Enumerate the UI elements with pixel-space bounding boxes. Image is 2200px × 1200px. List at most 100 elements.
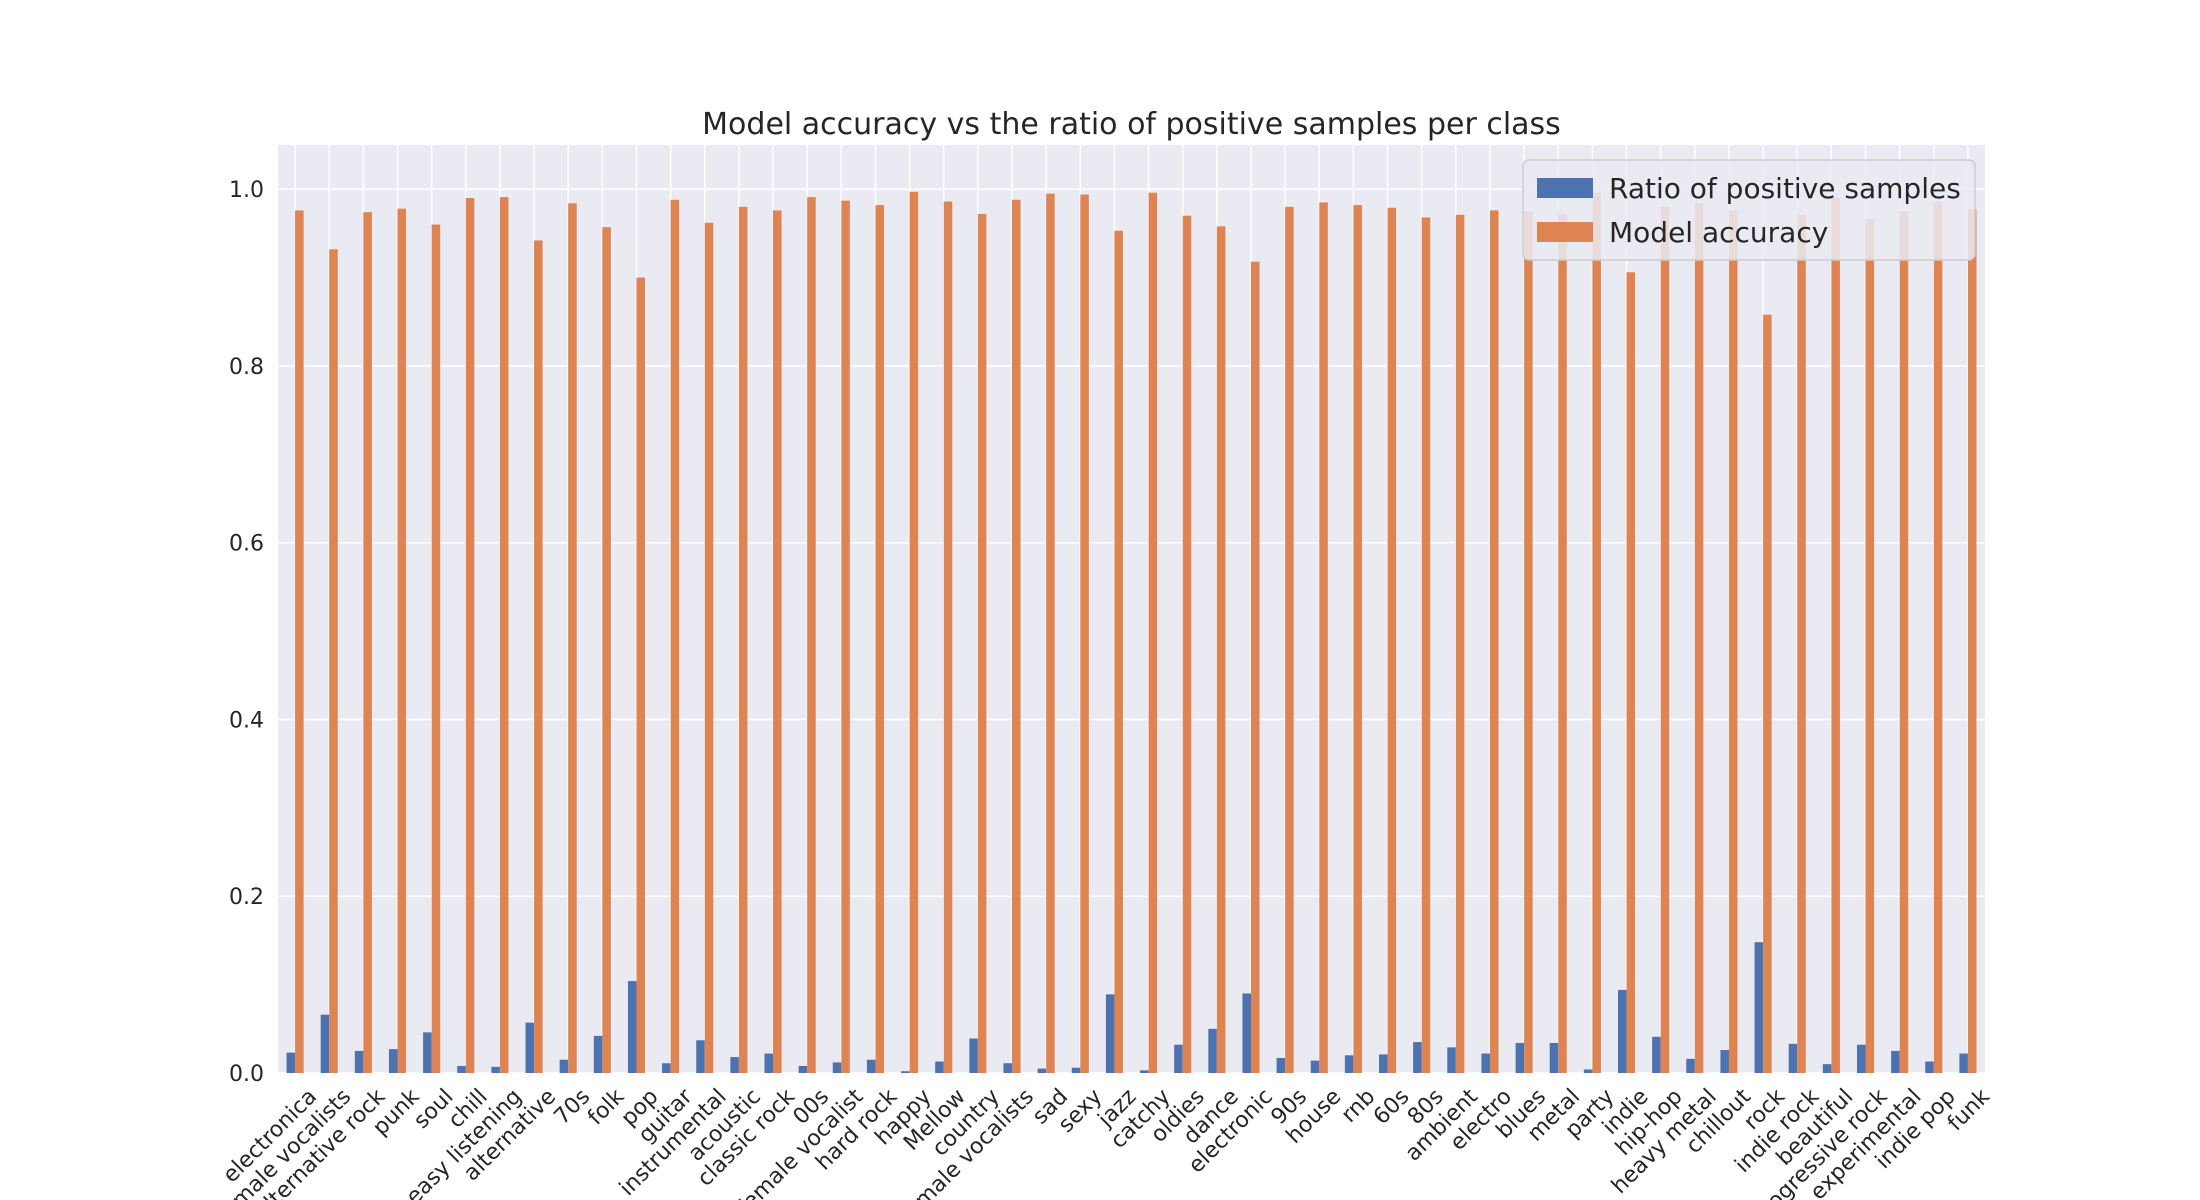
bar-ratio [901,1071,910,1073]
bar-ratio [1583,1069,1593,1073]
bar-ratio [1788,1043,1798,1073]
bar-ratio [1174,1044,1183,1073]
bar-ratio [1344,1055,1354,1073]
bar-accuracy [499,197,509,1073]
bar-accuracy [1967,209,1977,1074]
bar-accuracy [1558,213,1567,1074]
bar-accuracy [943,201,953,1073]
bar-accuracy [1216,226,1226,1073]
bar-ratio [1481,1053,1490,1073]
bar-ratio [1959,1053,1968,1073]
bar-accuracy [670,199,680,1073]
bar-accuracy [841,200,850,1073]
bar-accuracy [1455,214,1465,1074]
legend-label: Model accuracy [1609,216,1828,249]
bar-ratio [593,1035,603,1073]
bar-ratio [423,1032,432,1073]
bar-ratio [832,1062,842,1073]
bar-accuracy [1421,217,1431,1073]
bar-ratio [935,1061,944,1073]
bar-ratio [1822,1064,1832,1073]
bar-accuracy [773,210,782,1073]
bar-accuracy [1148,192,1158,1073]
y-axis: 0.0 0.2 0.4 0.6 0.8 1.0 [229,178,264,1087]
bar-ratio [1071,1067,1081,1073]
bar-accuracy [465,198,475,1073]
bar-accuracy [1728,210,1738,1073]
bar-accuracy [295,210,304,1073]
legend-box [1522,159,1976,261]
bar-accuracy [363,212,372,1073]
bar-ratio [1549,1042,1559,1073]
bar-ratio [866,1059,876,1073]
bar-ratio [1754,942,1764,1073]
bar-ratio [1925,1061,1934,1073]
bar-ratio [491,1066,500,1073]
bar-accuracy [1285,206,1294,1073]
bar-accuracy [1763,314,1772,1074]
bar-ratio [662,1063,671,1073]
bar-ratio [1140,1070,1149,1073]
bar-ratio [1891,1050,1900,1073]
bar-ratio [320,1014,330,1073]
bar-ratio [1003,1063,1013,1073]
bar-accuracy [1387,207,1397,1073]
bar-ratio [1617,989,1627,1073]
bar-ratio [1720,1050,1729,1073]
bar-ratio [1208,1028,1217,1073]
y-tick-label: 0.8 [229,355,264,380]
chart-title: Model accuracy vs the ratio of positive … [702,107,1561,142]
legend-swatch [1537,178,1593,198]
bar-ratio [1037,1068,1047,1073]
bar-ratio [696,1040,705,1073]
bar-accuracy [1933,201,1943,1073]
y-tick-label: 0.6 [229,532,264,557]
bar-accuracy [1046,193,1055,1074]
bars-group [286,191,1977,1074]
bar-ratio [1686,1058,1695,1073]
bar-ratio [286,1052,296,1073]
bar-accuracy [636,277,646,1074]
bar-accuracy [1626,272,1636,1074]
bar-accuracy [1319,202,1328,1073]
y-tick-label: 0.2 [229,885,264,910]
bar-accuracy [1250,261,1260,1074]
y-tick-label: 0.4 [229,708,264,733]
bar-ratio [730,1057,739,1073]
legend: Ratio of positive samples Model accuracy [1522,159,1976,261]
bar-ratio [1652,1036,1661,1073]
bar-ratio [457,1065,466,1073]
bar-ratio [798,1065,808,1073]
bar-accuracy [704,222,714,1073]
bar-accuracy [807,197,816,1073]
bar-accuracy [1660,206,1670,1073]
bar-accuracy [1114,230,1123,1074]
bar-ratio [627,981,637,1073]
bar-accuracy [1865,219,1875,1074]
bar-ratio [1379,1054,1388,1073]
legend-label: Ratio of positive samples [1609,172,1961,205]
legend-swatch [1537,222,1593,242]
bar-accuracy [329,249,338,1073]
bar-accuracy [1899,211,1909,1074]
bar-accuracy [909,191,919,1073]
y-tick-label: 1.0 [229,178,264,203]
bar-ratio [559,1059,569,1073]
bar-ratio [1310,1060,1320,1073]
bar-accuracy [1592,192,1601,1073]
bar-accuracy [1797,214,1806,1074]
bar-ratio [1515,1042,1525,1073]
bar-accuracy [977,213,987,1074]
bar-accuracy [431,224,441,1074]
bar-ratio [1242,993,1251,1073]
bar-accuracy [1831,198,1840,1073]
bar-accuracy [1489,210,1499,1073]
bar-accuracy [534,240,543,1074]
bar-accuracy [1353,205,1362,1073]
bar-accuracy [738,206,748,1073]
bar-ratio [1447,1047,1456,1073]
bar-ratio [354,1050,364,1073]
bar-accuracy [1524,211,1533,1074]
bar-accuracy [602,227,611,1074]
